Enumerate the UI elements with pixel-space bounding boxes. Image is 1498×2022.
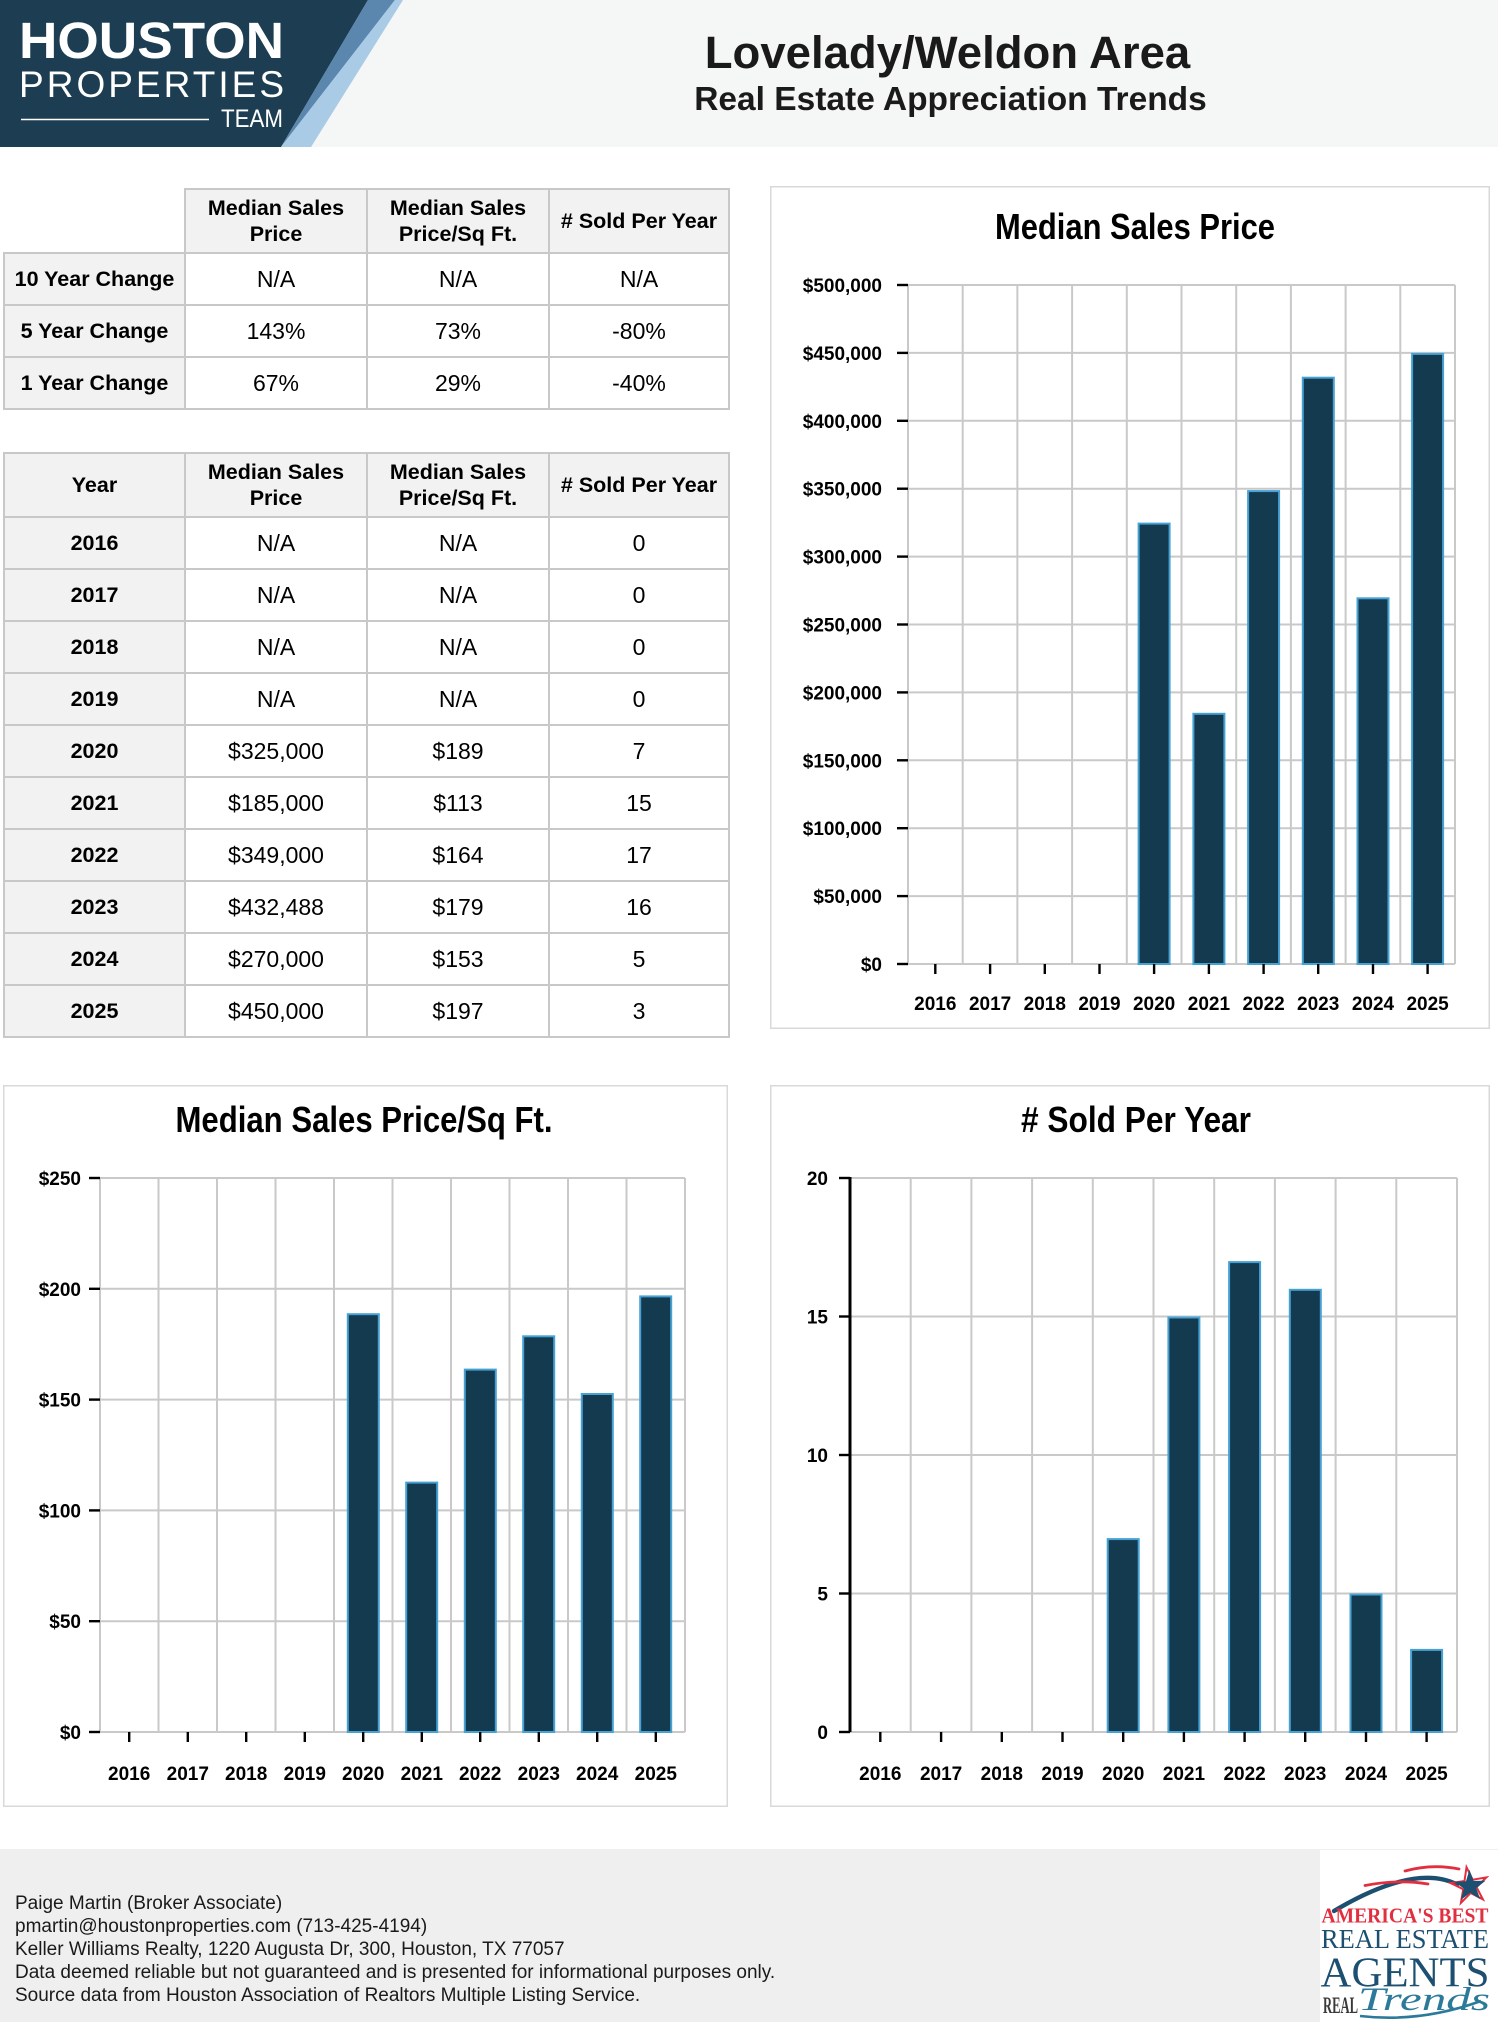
svg-text:$400,000: $400,000 xyxy=(803,412,882,433)
svg-text:15: 15 xyxy=(807,1308,829,1329)
svg-text:$0: $0 xyxy=(861,955,882,976)
svg-text:2018: 2018 xyxy=(981,1764,1023,1785)
svg-text:$150,000: $150,000 xyxy=(803,751,882,772)
svg-text:2017: 2017 xyxy=(920,1764,962,1785)
svg-text:2023: 2023 xyxy=(1284,1764,1326,1785)
svg-text:$200: $200 xyxy=(39,1280,81,1301)
svg-text:Median Sales Price/Sq Ft.: Median Sales Price/Sq Ft. xyxy=(176,1099,553,1140)
svg-text:Median Sales Price: Median Sales Price xyxy=(995,206,1275,247)
svg-text:2021: 2021 xyxy=(1163,1764,1206,1785)
svg-text:2020: 2020 xyxy=(1102,1764,1144,1785)
svg-text:2021: 2021 xyxy=(401,1764,444,1785)
svg-text:2019: 2019 xyxy=(1078,994,1120,1015)
svg-text:REAL ESTATE: REAL ESTATE xyxy=(1321,1923,1489,1954)
svg-text:$150: $150 xyxy=(39,1391,81,1412)
svg-text:2024: 2024 xyxy=(1345,1764,1388,1785)
svg-text:2017: 2017 xyxy=(969,994,1011,1015)
svg-text:2025: 2025 xyxy=(1406,994,1449,1015)
svg-text:AGENTS: AGENTS xyxy=(1321,1951,1490,1997)
svg-text:2023: 2023 xyxy=(1297,994,1339,1015)
svg-text:2020: 2020 xyxy=(342,1764,384,1785)
svg-text:2023: 2023 xyxy=(518,1764,560,1785)
svg-text:20: 20 xyxy=(807,1169,828,1190)
svg-text:0: 0 xyxy=(817,1723,828,1744)
svg-text:$450,000: $450,000 xyxy=(803,344,882,365)
svg-text:$500,000: $500,000 xyxy=(803,276,882,297)
svg-text:2019: 2019 xyxy=(284,1764,326,1785)
svg-text:2022: 2022 xyxy=(459,1764,501,1785)
svg-text:REAL: REAL xyxy=(1323,1993,1358,2018)
svg-text:2021: 2021 xyxy=(1188,994,1231,1015)
svg-text:2024: 2024 xyxy=(576,1764,619,1785)
svg-text:10: 10 xyxy=(807,1446,828,1467)
svg-text:2017: 2017 xyxy=(167,1764,209,1785)
svg-text:2016: 2016 xyxy=(108,1764,150,1785)
svg-text:# Sold Per Year: # Sold Per Year xyxy=(1021,1099,1251,1140)
svg-text:2018: 2018 xyxy=(225,1764,267,1785)
svg-text:2020: 2020 xyxy=(1133,994,1175,1015)
svg-text:2018: 2018 xyxy=(1024,994,1066,1015)
svg-text:2016: 2016 xyxy=(914,994,956,1015)
svg-text:$50: $50 xyxy=(49,1612,81,1633)
svg-text:5: 5 xyxy=(817,1585,828,1606)
svg-text:2025: 2025 xyxy=(1405,1764,1448,1785)
svg-text:$100: $100 xyxy=(39,1501,81,1522)
svg-text:$100,000: $100,000 xyxy=(803,819,882,840)
svg-text:2016: 2016 xyxy=(859,1764,901,1785)
svg-text:2025: 2025 xyxy=(635,1764,678,1785)
svg-text:AMERICA'S BEST: AMERICA'S BEST xyxy=(1322,1904,1489,1928)
svg-text:$300,000: $300,000 xyxy=(803,548,882,569)
svg-text:2022: 2022 xyxy=(1223,1764,1265,1785)
svg-text:2019: 2019 xyxy=(1041,1764,1083,1785)
svg-text:PROPERTIES: PROPERTIES xyxy=(19,64,284,105)
svg-text:$200,000: $200,000 xyxy=(803,683,882,704)
svg-text:TEAM: TEAM xyxy=(221,105,283,133)
svg-text:HOUSTON: HOUSTON xyxy=(19,12,284,69)
svg-text:Trends: Trends xyxy=(1358,1982,1490,2018)
svg-text:2022: 2022 xyxy=(1242,994,1284,1015)
svg-text:2024: 2024 xyxy=(1352,994,1395,1015)
svg-text:$250,000: $250,000 xyxy=(803,616,882,637)
svg-text:$250: $250 xyxy=(39,1169,81,1190)
svg-text:$350,000: $350,000 xyxy=(803,480,882,501)
svg-text:$50,000: $50,000 xyxy=(813,887,882,908)
svg-text:$0: $0 xyxy=(60,1723,81,1744)
